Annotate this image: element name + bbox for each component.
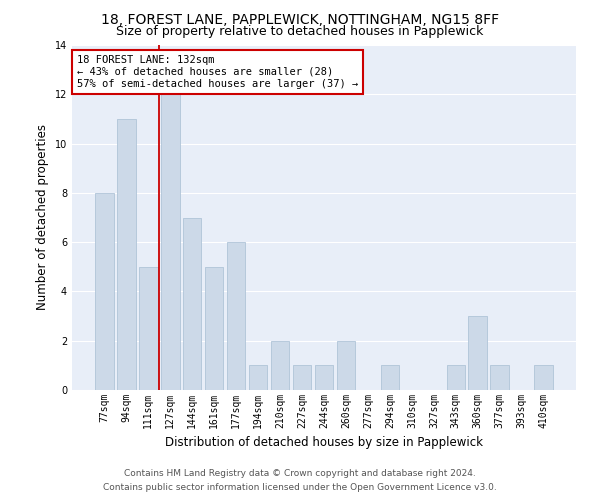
Bar (95, 193, 113, 390)
Bar (469, 316, 487, 390)
Bar (249, 366, 268, 390)
Text: Size of property relative to detached houses in Papplewick: Size of property relative to detached ho… (116, 25, 484, 38)
Bar (139, 267, 158, 390)
Text: 18, FOREST LANE, PAPPLEWICK, NOTTINGHAM, NG15 8FF: 18, FOREST LANE, PAPPLEWICK, NOTTINGHAM,… (101, 12, 499, 26)
Text: Contains HM Land Registry data © Crown copyright and database right 2024.: Contains HM Land Registry data © Crown c… (124, 468, 476, 477)
Bar (227, 242, 245, 390)
Bar (117, 119, 136, 390)
Text: Contains public sector information licensed under the Open Government Licence v3: Contains public sector information licen… (103, 484, 497, 492)
Bar (380, 366, 399, 390)
Bar (490, 366, 509, 390)
Bar (271, 340, 289, 390)
Bar (293, 366, 311, 390)
Bar (161, 94, 179, 390)
Bar (446, 366, 465, 390)
Bar (314, 366, 334, 390)
Bar (205, 267, 223, 390)
X-axis label: Distribution of detached houses by size in Papplewick: Distribution of detached houses by size … (165, 436, 483, 450)
Bar (535, 366, 553, 390)
Y-axis label: Number of detached properties: Number of detached properties (36, 124, 49, 310)
Bar (337, 340, 355, 390)
Bar (183, 218, 202, 390)
Text: 18 FOREST LANE: 132sqm
← 43% of detached houses are smaller (28)
57% of semi-det: 18 FOREST LANE: 132sqm ← 43% of detached… (77, 56, 358, 88)
